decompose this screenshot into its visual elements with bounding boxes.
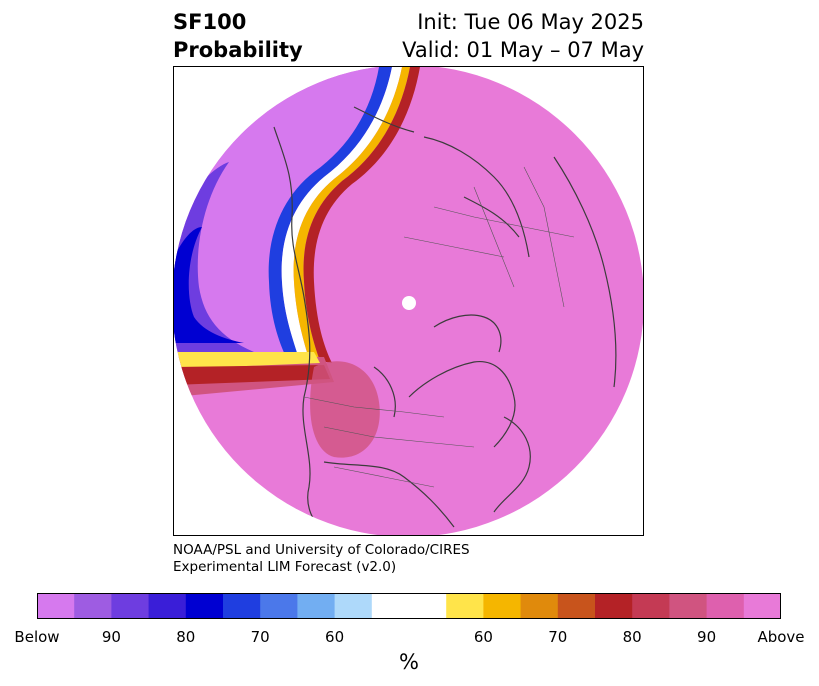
colorbar-tick-label: 90: [101, 628, 121, 646]
southern-band-red: [174, 365, 330, 385]
gradient-band-yellow: [293, 67, 410, 361]
credit-line-1: NOAA/PSL and University of Colorado/CIRE…: [173, 542, 470, 558]
colorbar-cell: [223, 593, 261, 619]
credit-text: NOAA/PSL and University of Colorado/CIRE…: [173, 542, 470, 576]
title-product: Probability: [173, 38, 303, 62]
country-borders: [303, 166, 575, 488]
title-variable: SF100: [173, 10, 247, 34]
init-date: Init: Tue 06 May 2025: [417, 10, 644, 34]
colorbar-cell: [446, 593, 484, 619]
colorbar: [37, 593, 781, 619]
colorbar-cell: [148, 593, 187, 619]
valid-range: Valid: 01 May – 07 May: [402, 38, 644, 62]
colorbar-cell: [111, 593, 150, 619]
gradient-band-white: [281, 67, 402, 359]
colorbar-cell: [632, 593, 670, 619]
colorbar-cell: [520, 593, 559, 619]
colorbar-border: [37, 593, 781, 619]
colorbar-cell: [483, 593, 522, 619]
colorbar-unit: %: [399, 650, 419, 674]
colorbar-cell: [595, 593, 633, 619]
colorbar-cell: [334, 593, 373, 619]
colorbar-cell: [743, 593, 781, 619]
below-region-mid: [174, 162, 254, 352]
colorbar-cell: [74, 593, 112, 619]
colorbar-tick-label: 60: [325, 628, 345, 646]
colorbar-cell: [557, 593, 596, 619]
colorbar-tick-label: 90: [697, 628, 717, 646]
gradient-band-blue: [268, 67, 392, 357]
polar-map: [174, 67, 643, 535]
southern-band-yellow: [174, 352, 320, 369]
colorbar-cell: [297, 593, 336, 619]
below-region-core: [174, 227, 244, 343]
coastlines: [273, 106, 617, 535]
colorbar-tick-label: 70: [250, 628, 270, 646]
colorbar-cell: [669, 593, 708, 619]
colorbar-cell: [371, 593, 447, 619]
map-panel: [173, 66, 644, 536]
colorbar-cell: [260, 593, 298, 619]
map-dates: Init: Tue 06 May 2025 Valid: 01 May – 07…: [402, 8, 644, 64]
colorbar-cell: [706, 593, 745, 619]
colorbar-cell: [185, 593, 224, 619]
colorbar-tick-label: 60: [473, 628, 493, 646]
gradient-band-red: [303, 67, 420, 363]
map-title: SF100 Probability: [173, 8, 303, 64]
north-america-anomaly: [310, 361, 380, 458]
colorbar-cell: [37, 593, 75, 619]
colorbar-tick-label: Below: [14, 628, 60, 646]
pole-hole: [402, 296, 416, 310]
credit-line-2: Experimental LIM Forecast (v2.0): [173, 559, 397, 575]
colorbar-tick-label: Above: [757, 628, 805, 646]
colorbar-tick-label: 80: [176, 628, 196, 646]
colorbar-tick-label: 70: [548, 628, 568, 646]
colorbar-tick-label: 80: [622, 628, 642, 646]
